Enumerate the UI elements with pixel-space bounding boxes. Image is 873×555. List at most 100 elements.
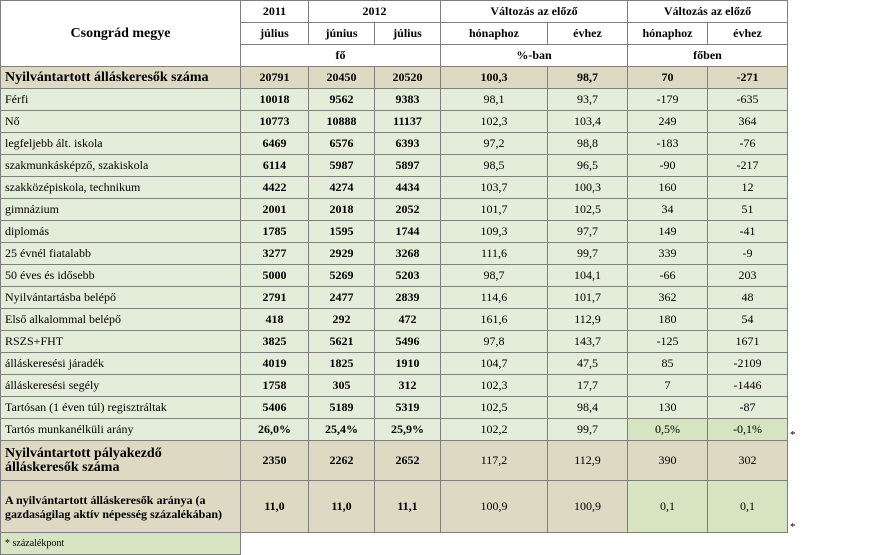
cell: 130	[627, 396, 708, 419]
row-label: Nyilvántartásba belépő	[0, 286, 241, 309]
cell: 4422	[240, 176, 309, 199]
cell: 103,7	[440, 176, 548, 199]
table-row: Férfi 10018 9562 9383 98,1 93,7 -179 -635	[0, 88, 804, 111]
cell: 1744	[374, 220, 441, 243]
cell: 3277	[240, 242, 309, 265]
cell: 180	[627, 308, 708, 331]
row-label: gimnázium	[0, 198, 241, 221]
cell: -125	[627, 330, 708, 353]
cell: 114,6	[440, 286, 548, 309]
cell: 2477	[308, 286, 375, 309]
cell: 143,7	[547, 330, 628, 353]
table-row: gimnázium 2001 2018 2052 101,7 102,5 34 51	[0, 198, 804, 221]
footnote-star	[787, 198, 804, 221]
row-label: szakmunkásképző, szakiskola	[0, 154, 241, 177]
cell: 2018	[308, 198, 375, 221]
cell: 98,1	[440, 88, 548, 111]
month-jun-2012: június	[308, 22, 375, 45]
labour-table: Csongrád megye 2011 2012 Változás az elő…	[0, 0, 804, 555]
table-row: 25 évnél fiatalabb 3277 2929 3268 111,6 99,7 3…	[0, 242, 804, 265]
row-label: diplomás	[0, 220, 241, 243]
cell: 93,7	[547, 88, 628, 111]
cell: -183	[627, 132, 708, 155]
cell: 312	[374, 374, 441, 397]
row-label: Nyilvántartott pályakezdő álláskeresők s…	[0, 440, 241, 481]
month-jul-2011: július	[240, 22, 309, 45]
cell: 96,5	[547, 154, 628, 177]
cell: 102,3	[440, 110, 548, 133]
cell: 103,4	[547, 110, 628, 133]
cell: 10018	[240, 88, 309, 111]
cell: 20791	[240, 66, 309, 89]
cell: 98,7	[547, 66, 628, 89]
row-label: Tartósan (1 éven túl) regisztráltak	[0, 396, 241, 419]
cell: 48	[707, 286, 788, 309]
cell: -9	[707, 242, 788, 265]
cell: 97,8	[440, 330, 548, 353]
cell: -635	[707, 88, 788, 111]
cell: -66	[627, 264, 708, 287]
cell: 149	[627, 220, 708, 243]
table-row: Nyilvántartott álláskeresők száma 20791 …	[0, 66, 804, 89]
row-label: Tartós munkanélküli arány	[0, 418, 241, 441]
cell: 3825	[240, 330, 309, 353]
table-row: szakmunkásképző, szakiskola 6114 5987 5897 9…	[0, 154, 804, 177]
table-row: álláskeresési járadék 4019 1825 1910 104,7 47…	[0, 352, 804, 375]
cell: 10888	[308, 110, 375, 133]
cell: 339	[627, 242, 708, 265]
cell: 101,7	[440, 198, 548, 221]
cell: 4434	[374, 176, 441, 199]
cell: 17,7	[547, 374, 628, 397]
footnote-star	[787, 308, 804, 331]
cell: 11,1	[374, 480, 441, 533]
cell: 104,1	[547, 264, 628, 287]
cell: 100,3	[547, 176, 628, 199]
row-label: 50 éves és idősebb	[0, 264, 241, 287]
cell: 11,0	[308, 480, 375, 533]
cell: 2262	[308, 440, 375, 481]
cell: 6114	[240, 154, 309, 177]
unit-pct: %-ban	[440, 44, 628, 67]
cell: 11137	[374, 110, 441, 133]
table-row: Nyilvántartásba belépő 2791 2477 2839 114,6 1…	[0, 286, 804, 309]
cell: 2652	[374, 440, 441, 481]
cell: 3268	[374, 242, 441, 265]
cell: 104,7	[440, 352, 548, 375]
cell: 5319	[374, 396, 441, 419]
table-row: legfeljebb ált. iskola 6469 6576 6393 97,2 98…	[0, 132, 804, 155]
footnote-star	[787, 220, 804, 243]
cell: 99,7	[547, 242, 628, 265]
footnote-star	[787, 110, 804, 133]
row-label: Nyilvántartott álláskeresők száma	[0, 66, 241, 89]
cell: 9562	[308, 88, 375, 111]
cell: 161,6	[440, 308, 548, 331]
cell: 5897	[374, 154, 441, 177]
to-year-abs: évhez	[707, 22, 788, 45]
footnote: * százalékpont	[0, 532, 241, 555]
cell: 26,0%	[240, 418, 309, 441]
cell: 2052	[374, 198, 441, 221]
cell: 100,9	[547, 480, 628, 533]
cell: 102,3	[440, 374, 548, 397]
county-header: Csongrád megye	[0, 0, 241, 67]
footnote-star: *	[790, 520, 796, 533]
to-month-abs: hónaphoz	[627, 22, 708, 45]
cell: 2350	[240, 440, 309, 481]
unit-foben: főben	[627, 44, 788, 67]
footnote-star	[787, 396, 804, 419]
cell: 102,5	[440, 396, 548, 419]
cell: 2929	[308, 242, 375, 265]
cell: 7	[627, 374, 708, 397]
cell: 5203	[374, 264, 441, 287]
to-year-pct: évhez	[547, 22, 628, 45]
row-label: Első alkalommal belépő	[0, 308, 241, 331]
cell: 418	[240, 308, 309, 331]
cell: 2791	[240, 286, 309, 309]
cell: 1785	[240, 220, 309, 243]
cell: 302	[707, 440, 788, 481]
footnote-star	[787, 374, 804, 397]
cell: 2001	[240, 198, 309, 221]
cell: -90	[627, 154, 708, 177]
cell: 0,1	[707, 480, 788, 533]
month-jul-2012: július	[374, 22, 441, 45]
